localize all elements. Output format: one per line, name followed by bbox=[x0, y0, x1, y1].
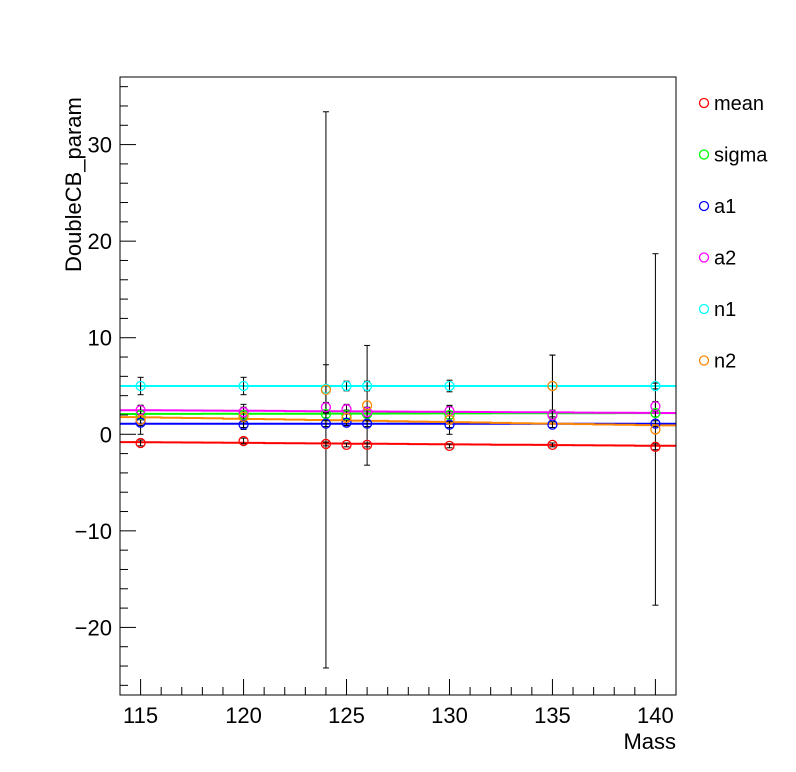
point-mean bbox=[135, 437, 146, 449]
point-mean bbox=[238, 435, 249, 447]
y-tick-label: 30 bbox=[88, 133, 112, 158]
legend-marker-mean bbox=[698, 97, 710, 109]
legend-label-n1: n1 bbox=[714, 299, 736, 321]
point-sigma bbox=[444, 409, 455, 421]
point-n2 bbox=[238, 411, 249, 423]
data-points bbox=[135, 380, 661, 452]
legend-label-a2: a2 bbox=[714, 248, 736, 270]
point-n1 bbox=[361, 380, 373, 392]
point-n1 bbox=[650, 380, 661, 392]
legend-label-a1: a1 bbox=[714, 196, 736, 218]
legend-marker-a2 bbox=[698, 252, 710, 263]
fit-lines bbox=[120, 385, 676, 447]
x-tick-label: 135 bbox=[534, 703, 571, 728]
y-tick-label: −20 bbox=[75, 615, 112, 640]
x-tick-label: 130 bbox=[431, 703, 468, 728]
point-a2 bbox=[547, 409, 558, 421]
legend: mean sigma a1 a2 n1 n2 bbox=[698, 93, 768, 373]
x-tick-label: 125 bbox=[328, 703, 365, 728]
legend-label-n2: n2 bbox=[714, 351, 736, 373]
point-a1 bbox=[547, 419, 558, 430]
point-mean bbox=[650, 441, 661, 452]
legend-marker-n2 bbox=[698, 355, 710, 366]
legend-marker-sigma bbox=[698, 149, 710, 160]
x-tick-label: 120 bbox=[225, 703, 262, 728]
point-n2 bbox=[547, 380, 558, 392]
point-n2 bbox=[361, 400, 373, 411]
point-sigma bbox=[650, 407, 661, 419]
point-n2 bbox=[320, 384, 332, 396]
point-n2 bbox=[650, 424, 661, 435]
point-a1 bbox=[135, 417, 146, 428]
point-n2 bbox=[444, 414, 455, 425]
point-sigma bbox=[341, 409, 352, 421]
point-mean bbox=[320, 438, 332, 450]
x-axis-label: Mass bbox=[623, 729, 676, 754]
legend-marker-a1 bbox=[698, 200, 710, 212]
legend-label-sigma: sigma bbox=[714, 145, 768, 167]
fit-line-a2 bbox=[120, 409, 676, 414]
point-a1 bbox=[341, 417, 352, 428]
plot-frame bbox=[119, 76, 677, 696]
point-a2 bbox=[361, 406, 373, 418]
point-n1 bbox=[135, 380, 146, 392]
point-a2 bbox=[135, 404, 146, 416]
y-axis-label: DoubleCB_param bbox=[61, 97, 86, 272]
axis-ticks: 115 120 125 130 135 140 −20 −10 0 10 20 30 bbox=[75, 86, 677, 728]
fit-line-n2 bbox=[120, 416, 676, 427]
point-a1 bbox=[361, 418, 373, 429]
x-tick-label: 140 bbox=[637, 703, 674, 728]
y-tick-label: 10 bbox=[88, 326, 112, 351]
y-tick-label: −10 bbox=[75, 519, 112, 544]
y-tick-label: 20 bbox=[88, 229, 112, 254]
point-n1 bbox=[444, 380, 455, 392]
y-tick-label: 0 bbox=[100, 422, 112, 447]
fit-line-mean bbox=[120, 441, 676, 447]
point-n2 bbox=[341, 412, 352, 424]
point-n1 bbox=[341, 380, 352, 392]
point-a1 bbox=[320, 418, 332, 429]
point-a1 bbox=[238, 419, 249, 430]
point-mean bbox=[341, 439, 352, 451]
legend-label-mean: mean bbox=[714, 93, 764, 115]
point-a1 bbox=[650, 418, 661, 429]
point-sigma bbox=[135, 409, 146, 421]
point-n1 bbox=[238, 380, 249, 392]
point-a2 bbox=[320, 402, 332, 413]
point-a2 bbox=[650, 401, 661, 412]
point-mean bbox=[547, 439, 558, 451]
point-a1 bbox=[444, 419, 455, 430]
point-mean bbox=[361, 439, 373, 451]
x-tick-label: 115 bbox=[123, 703, 158, 728]
point-sigma bbox=[320, 408, 332, 420]
point-n2 bbox=[135, 414, 146, 425]
point-a2 bbox=[238, 406, 249, 418]
legend-marker-n1 bbox=[698, 303, 710, 315]
point-mean bbox=[444, 440, 455, 452]
